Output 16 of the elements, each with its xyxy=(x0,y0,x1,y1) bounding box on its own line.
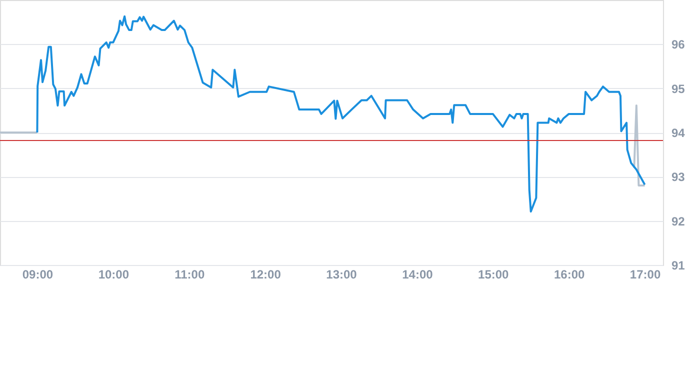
y-tick-label: 94 xyxy=(672,126,686,140)
x-tick-label: 16:00 xyxy=(554,268,585,282)
x-tick-label: 09:00 xyxy=(22,268,54,282)
y-tick-label: 96 xyxy=(672,38,686,52)
x-tick-label: 17:00 xyxy=(630,268,661,282)
x-tick-label: 10:00 xyxy=(98,268,130,282)
y-tick-label: 91 xyxy=(672,258,686,272)
y-tick-label: 95 xyxy=(672,82,686,96)
x-tick-label: 14:00 xyxy=(402,268,434,282)
line-series xyxy=(36,15,646,213)
x-tick-label: 11:00 xyxy=(174,268,205,282)
y-tick-label: 92 xyxy=(672,214,686,228)
x-tick-label: 13:00 xyxy=(326,268,358,282)
y-tick-label: 93 xyxy=(672,170,686,184)
x-tick-label: 12:00 xyxy=(250,268,282,282)
x-tick-label: 15:00 xyxy=(478,268,510,282)
